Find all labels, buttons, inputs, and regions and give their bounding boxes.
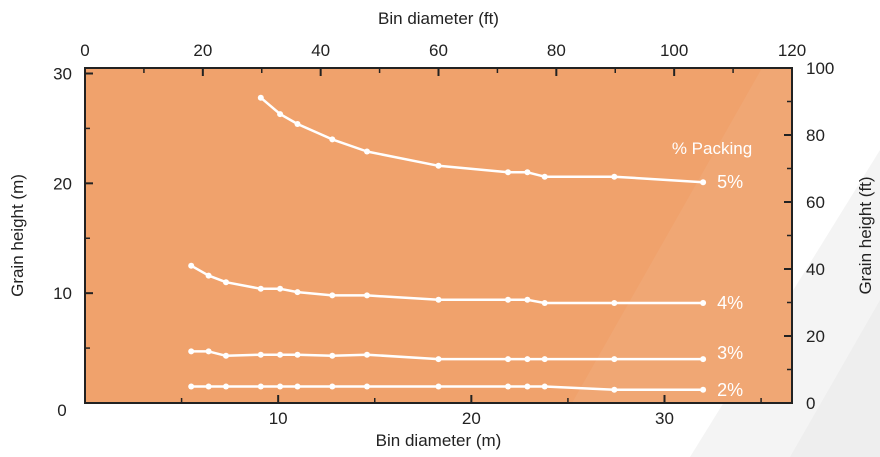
y-right-tick-label: 40: [806, 260, 825, 279]
data-point: [223, 279, 229, 286]
data-point: [257, 285, 264, 292]
data-point: [505, 383, 511, 390]
x-bottom-tick-label: 10: [269, 409, 288, 428]
data-point: [541, 300, 548, 306]
x-axis-top-title: Bin diameter (ft): [378, 9, 499, 28]
data-point: [329, 136, 336, 143]
data-point: [257, 94, 264, 101]
watermark-shape: [790, 300, 880, 457]
data-point: [277, 111, 284, 118]
series-label: 2%: [717, 380, 743, 400]
data-point: [611, 173, 618, 180]
y-axis-left-title: Grain height (m): [8, 174, 27, 297]
y-left-tick-label: 10: [53, 284, 72, 303]
data-point: [524, 356, 531, 363]
y-left-tick-label: 30: [53, 64, 72, 83]
data-point: [364, 351, 370, 358]
x-bottom-tick-label: 0: [57, 401, 66, 420]
y-axis-right-title: Grain height (ft): [856, 176, 875, 294]
data-point: [364, 383, 370, 390]
series-4: 2%: [188, 380, 743, 400]
y-right-tick-label: 60: [806, 193, 825, 212]
data-point: [329, 352, 336, 359]
x-top-tick-label: 0: [80, 41, 89, 60]
data-point: [329, 292, 336, 299]
x-bottom-tick-label: 20: [462, 409, 481, 428]
data-point: [329, 383, 336, 390]
legend-title: % Packing: [672, 139, 752, 158]
plot-background: [85, 68, 792, 403]
plot-shade: [572, 68, 792, 403]
data-point: [294, 289, 301, 296]
data-point: [205, 272, 212, 279]
data-point: [505, 356, 511, 363]
data-point: [277, 383, 284, 390]
data-point: [541, 173, 548, 180]
data-point: [435, 383, 442, 390]
data-point: [205, 348, 212, 355]
data-point: [505, 169, 511, 176]
data-point: [541, 356, 548, 363]
data-point: [524, 383, 531, 390]
x-top-tick-label: 20: [193, 41, 212, 60]
data-point: [188, 262, 195, 269]
data-point: [188, 348, 195, 355]
data-point: [188, 383, 195, 390]
x-top-tick-label: 120: [778, 41, 806, 60]
y-right-tick-label: 20: [806, 327, 825, 346]
series-label: 3%: [717, 343, 743, 363]
data-point: [294, 383, 301, 390]
x-axis-bottom-title: Bin diameter (m): [376, 431, 502, 450]
series-label: 4%: [717, 293, 743, 313]
data-point: [611, 386, 618, 393]
y-left-tick-label: 20: [53, 174, 72, 193]
data-point: [524, 296, 531, 303]
data-point: [524, 169, 531, 176]
data-point: [277, 351, 284, 358]
data-point: [611, 300, 618, 306]
data-point: [700, 386, 707, 393]
series-2: 4%: [188, 262, 743, 313]
data-point: [435, 356, 442, 363]
data-point: [257, 383, 264, 390]
x-bottom-tick-label: 30: [655, 409, 674, 428]
x-top-tick-label: 80: [547, 41, 566, 60]
data-point: [223, 352, 229, 359]
data-point: [435, 162, 442, 169]
data-point: [205, 383, 212, 390]
x-top-tick-label: 40: [311, 41, 330, 60]
series-1: 5%: [257, 94, 743, 192]
data-point: [505, 296, 511, 303]
data-point: [700, 356, 707, 363]
x-top-tick-label: 100: [660, 41, 688, 60]
x-top-tick-label: 60: [429, 41, 448, 60]
y-right-tick-label: 80: [806, 126, 825, 145]
data-point: [611, 356, 618, 363]
data-point: [541, 383, 548, 390]
data-point: [257, 351, 264, 358]
y-right-tick-label: 100: [806, 59, 834, 78]
data-point: [700, 179, 707, 186]
data-point: [294, 121, 301, 127]
series-3: 3%: [188, 343, 743, 363]
data-point: [277, 285, 284, 292]
data-point: [294, 351, 301, 358]
data-point: [700, 300, 707, 306]
data-point: [364, 292, 370, 299]
data-point: [223, 383, 229, 390]
plot-content: 5% 4% 3% 2%: [188, 68, 792, 403]
data-point: [364, 148, 370, 155]
series-label: 5%: [717, 172, 743, 192]
y-right-tick-label: 0: [806, 394, 815, 413]
data-point: [435, 296, 442, 303]
